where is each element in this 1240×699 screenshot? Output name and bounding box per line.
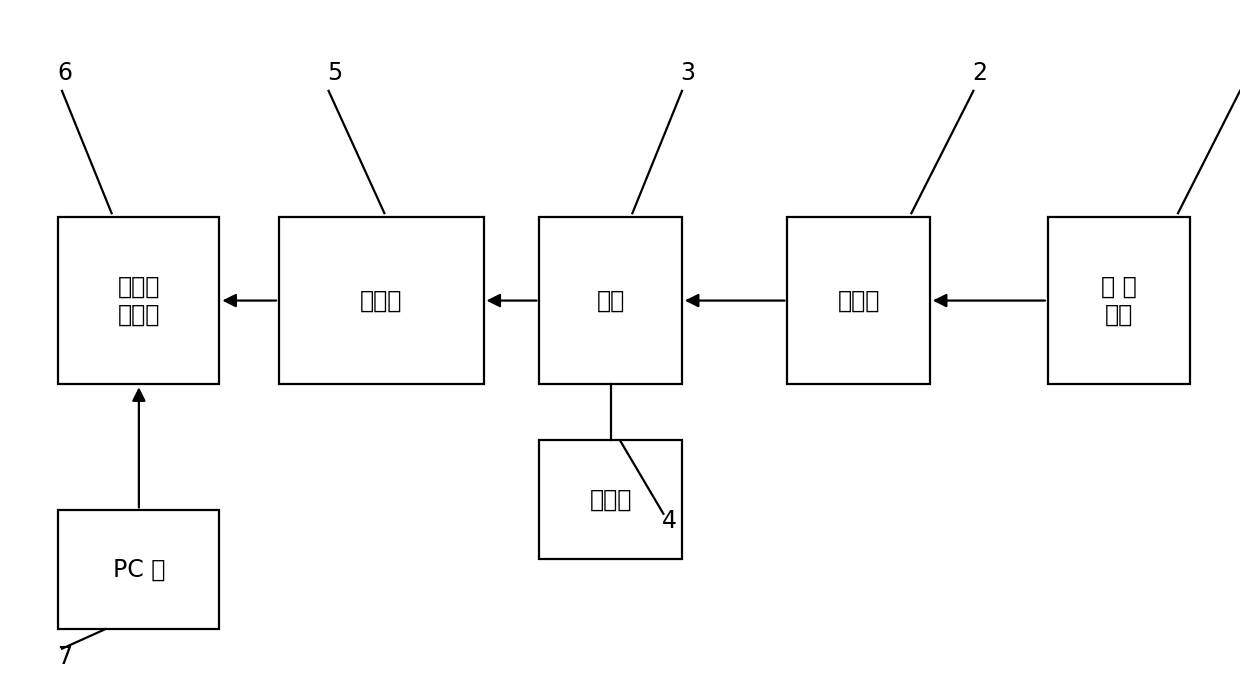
Bar	[539, 440, 682, 559]
Bar	[58, 217, 219, 384]
Text: 试管架: 试管架	[589, 488, 632, 512]
Text: 5: 5	[327, 62, 342, 85]
Text: 起偏器: 起偏器	[837, 289, 880, 312]
Text: 7: 7	[57, 645, 72, 669]
Text: 4: 4	[662, 509, 677, 533]
Bar	[58, 510, 219, 629]
Text: 2: 2	[972, 62, 987, 85]
Text: 显偏器: 显偏器	[360, 289, 403, 312]
Bar	[1048, 217, 1190, 384]
Bar	[787, 217, 930, 384]
Text: 试管: 试管	[596, 289, 625, 312]
Bar	[539, 217, 682, 384]
Text: 6: 6	[57, 62, 72, 85]
Text: 图像采
集装置: 图像采 集装置	[118, 275, 160, 326]
Text: 3: 3	[681, 62, 696, 85]
Text: PC 机: PC 机	[113, 558, 165, 582]
Bar	[279, 217, 484, 384]
Text: 光 源
元件: 光 源 元件	[1101, 275, 1137, 326]
